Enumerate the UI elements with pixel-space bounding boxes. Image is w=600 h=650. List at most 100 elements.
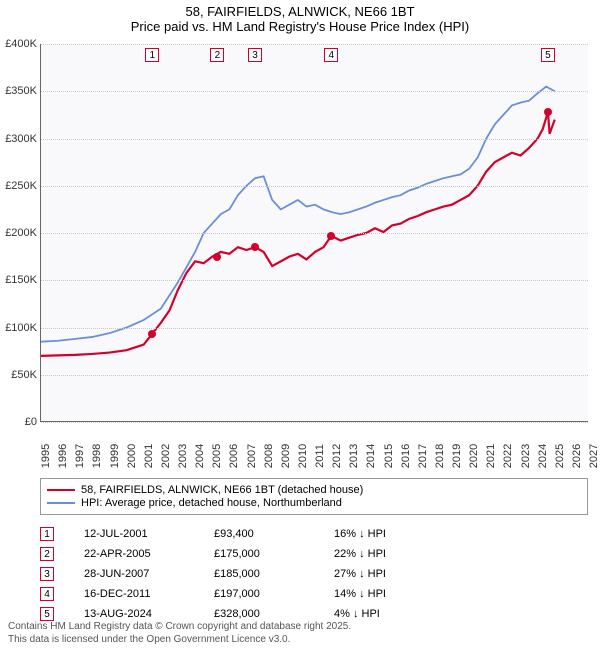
x-axis-label: 2006 [228, 444, 240, 468]
table-pct: 4% ↓ HPI [334, 608, 434, 620]
table-price: £328,000 [214, 608, 334, 620]
y-axis-label: £250K [1, 180, 37, 192]
gridline [41, 328, 588, 329]
x-axis-label: 2007 [246, 444, 258, 468]
x-axis-label: 2012 [331, 444, 343, 468]
marker-flag: 5 [541, 48, 555, 62]
table-row: 1 12-JUL-2001£93,40016% ↓ HPI [40, 524, 588, 544]
x-axis-label: 1999 [109, 444, 121, 468]
marker-dot [327, 232, 335, 240]
title-subtitle: Price paid vs. HM Land Registry's House … [0, 19, 600, 34]
x-axis-label: 1997 [74, 444, 86, 468]
marker-flag: 2 [210, 48, 224, 62]
table-date: 28-JUN-2007 [84, 568, 214, 580]
legend-label: 58, FAIRFIELDS, ALNWICK, NE66 1BT (detac… [81, 484, 363, 496]
gridline [41, 139, 588, 140]
table-date: 16-DEC-2011 [84, 588, 214, 600]
y-axis-label: £0 [1, 416, 37, 428]
legend-swatch [47, 502, 75, 504]
x-axis-label: 2020 [468, 444, 480, 468]
table-price: £185,000 [214, 568, 334, 580]
table-flag: 2 [40, 547, 54, 561]
table-flag: 5 [40, 607, 54, 621]
y-axis-label: £200K [1, 227, 37, 239]
gridline [41, 280, 588, 281]
series-hpi-line [41, 87, 555, 342]
x-axis-label: 2017 [417, 444, 429, 468]
marker-dot [148, 330, 156, 338]
x-axis-label: 2001 [143, 444, 155, 468]
x-axis-label: 1998 [91, 444, 103, 468]
x-axis-label: 2027 [588, 444, 600, 468]
legend-swatch [47, 489, 75, 491]
legend-item-price-paid: 58, FAIRFIELDS, ALNWICK, NE66 1BT (detac… [47, 484, 581, 496]
y-axis-label: £300K [1, 133, 37, 145]
marker-table: 1 12-JUL-2001£93,40016% ↓ HPI 2 22-APR-2005… [40, 524, 588, 624]
x-axis-label: 2015 [383, 444, 395, 468]
x-axis-labels: 1995 1996 1997 1998 1999 2000 2001 2002 2003 2004… [40, 424, 588, 474]
x-axis-label: 2009 [280, 444, 292, 468]
gridline [41, 375, 588, 376]
table-row: 416-DEC-2011£197,00014% ↓ HPI [40, 584, 588, 604]
title-address: 58, FAIRFIELDS, ALNWICK, NE66 1BT [0, 4, 600, 19]
x-axis-label: 2018 [434, 444, 446, 468]
table-pct: 27% ↓ HPI [334, 568, 434, 580]
table-price: £175,000 [214, 548, 334, 560]
gridline [41, 91, 588, 92]
x-axis-label: 2022 [502, 444, 514, 468]
y-axis-label: £150K [1, 274, 37, 286]
table-row: 3 28-JUN-2007£185,00027% ↓ HPI [40, 564, 588, 584]
table-date: 12-JUL-2001 [84, 528, 214, 540]
y-axis-label: £100K [1, 322, 37, 334]
table-row: 2 22-APR-2005£175,00022% ↓ HPI [40, 544, 588, 564]
x-axis-label: 1995 [40, 444, 52, 468]
x-axis-label: 2024 [537, 444, 549, 468]
table-date: 22-APR-2005 [84, 548, 214, 560]
x-axis-label: 2025 [554, 444, 566, 468]
marker-flag: 3 [248, 48, 262, 62]
table-flag: 3 [40, 567, 54, 581]
y-axis-label: £400K [1, 38, 37, 50]
x-axis-label: 2004 [194, 444, 206, 468]
marker-dot [544, 108, 552, 116]
table-flag: 1 [40, 527, 54, 541]
x-axis-label: 2016 [400, 444, 412, 468]
y-axis-label: £350K [1, 85, 37, 97]
table-flag: 4 [40, 587, 54, 601]
footer-line: Contains HM Land Registry data © Crown c… [8, 621, 592, 634]
marker-flag: 1 [145, 48, 159, 62]
table-price: £93,400 [214, 528, 334, 540]
footer: Contains HM Land Registry data © Crown c… [8, 621, 592, 646]
x-axis-label: 2014 [365, 444, 377, 468]
x-axis-label: 2023 [520, 444, 532, 468]
x-axis-label: 2002 [160, 444, 172, 468]
table-pct: 16% ↓ HPI [334, 528, 434, 540]
footer-line: This data is licensed under the Open Gov… [8, 634, 592, 647]
x-axis-label: 2011 [314, 444, 326, 468]
x-axis-label: 2013 [348, 444, 360, 468]
x-axis-label: 2019 [451, 444, 463, 468]
x-axis-label: 2021 [485, 444, 497, 468]
legend-label: HPI: Average price, detached house, Nort… [81, 497, 342, 509]
x-axis-label: 2005 [211, 444, 223, 468]
chart-container: 58, FAIRFIELDS, ALNWICK, NE66 1BT Price … [0, 0, 600, 650]
x-axis-label: 2010 [297, 444, 309, 468]
table-pct: 22% ↓ HPI [334, 548, 434, 560]
x-axis-label: 1996 [57, 444, 69, 468]
x-axis-label: 2008 [263, 444, 275, 468]
legend: 58, FAIRFIELDS, ALNWICK, NE66 1BT (detac… [40, 478, 588, 515]
x-axis-label: 2026 [571, 444, 583, 468]
gridline [41, 186, 588, 187]
table-date: 13-AUG-2024 [84, 608, 214, 620]
x-axis-label: 2003 [177, 444, 189, 468]
marker-flag: 4 [324, 48, 338, 62]
y-axis-label: £50K [1, 369, 37, 381]
marker-dot [251, 243, 259, 251]
gridline [41, 422, 588, 423]
title-block: 58, FAIRFIELDS, ALNWICK, NE66 1BT Price … [0, 0, 600, 34]
x-axis-label: 2000 [126, 444, 138, 468]
gridline [41, 44, 588, 45]
table-price: £197,000 [214, 588, 334, 600]
chart-plot-area: £0£50K£100K£150K£200K£250K£300K£350K£400… [40, 44, 588, 422]
legend-item-hpi: HPI: Average price, detached house, Nort… [47, 497, 581, 509]
